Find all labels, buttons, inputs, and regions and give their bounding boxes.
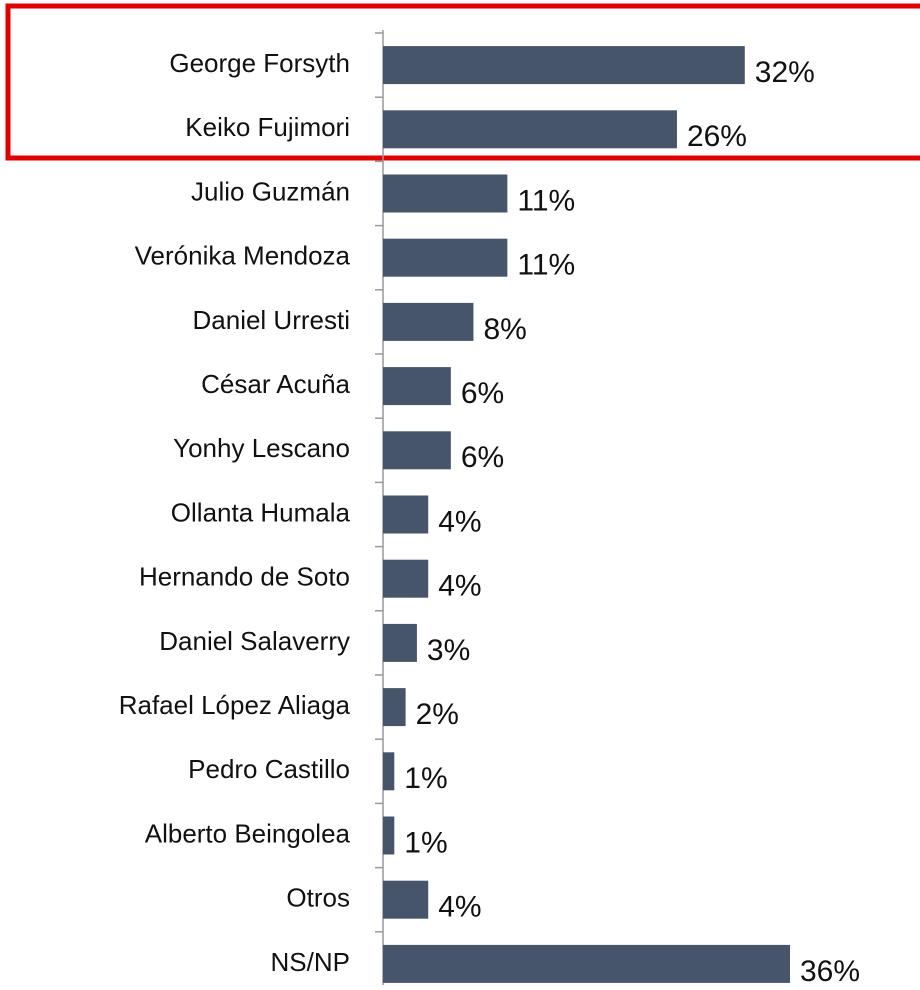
category-label: Daniel Urresti [193,305,351,335]
bar [383,174,508,213]
category-label: Keiko Fujimori [185,112,350,142]
value-label: 11% [517,249,575,282]
bar [383,110,677,149]
value-label: 8% [483,313,526,346]
value-label: 4% [438,891,481,924]
bar [383,752,395,791]
bar [383,688,406,727]
bar [383,559,429,598]
category-label: Yonhy Lescano [173,433,350,463]
category-label: NS/NP [271,947,350,977]
value-label: 2% [416,698,459,731]
bar [383,238,508,277]
category-label: Ollanta Humala [171,497,351,527]
value-label: 1% [404,762,447,795]
value-label: 11% [517,184,575,217]
bar [383,816,395,855]
bar [383,46,745,85]
category-label: Alberto Beingolea [145,818,351,848]
value-label: 6% [461,441,504,474]
category-label: Pedro Castillo [188,754,350,784]
value-label: 6% [461,377,504,410]
category-label: Rafael López Aliaga [119,690,351,720]
category-label: Otros [286,883,350,913]
value-label: 26% [687,120,747,153]
value-label: 32% [755,56,815,89]
category-label: Hernando de Soto [139,562,350,592]
bar [383,880,429,919]
highlight-box [5,3,920,161]
value-label: 1% [404,826,447,859]
bar [383,367,451,406]
category-label: Julio Guzmán [191,176,350,206]
bar [383,495,429,534]
bar [383,623,417,662]
value-label: 4% [438,505,481,538]
value-label: 36% [800,955,860,988]
category-label: César Acuña [201,369,350,399]
bar [383,944,790,983]
value-label: 4% [438,570,481,603]
category-label: Daniel Salaverry [159,626,350,656]
bar [383,431,451,470]
category-label: Verónika Mendoza [135,241,351,271]
value-label: 3% [427,634,470,667]
category-label: George Forsyth [169,48,350,78]
bar [383,302,474,341]
